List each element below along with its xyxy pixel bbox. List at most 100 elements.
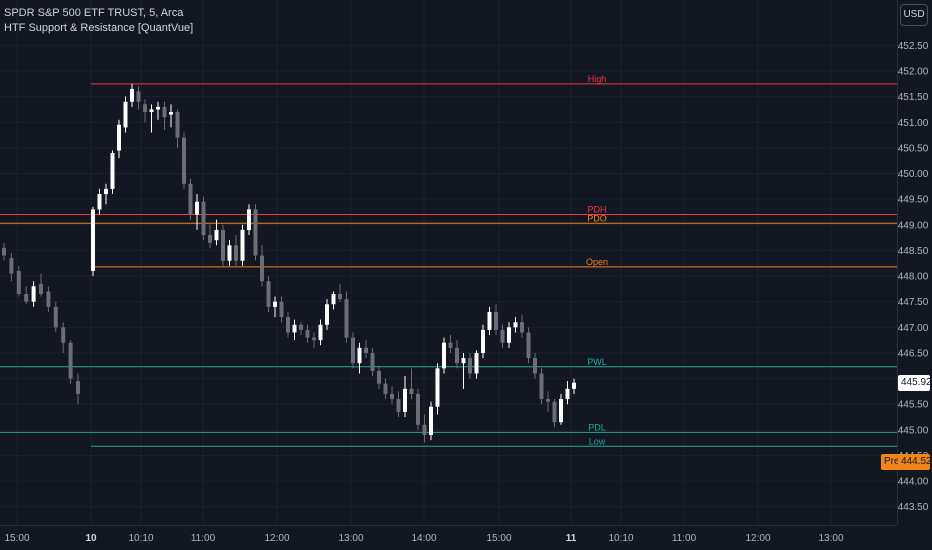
level-label-open: Open <box>586 257 608 267</box>
candle <box>53 301 58 333</box>
price-tick-label: 452.50 <box>898 41 929 52</box>
candle <box>130 83 134 107</box>
candle <box>364 340 368 359</box>
candle <box>162 101 167 130</box>
candle <box>39 273 43 297</box>
candle <box>539 368 544 405</box>
price-axis-border <box>897 0 898 525</box>
candle <box>24 286 29 305</box>
candle <box>253 204 258 261</box>
symbol-title[interactable]: SPDR S&P 500 ETF TRUST, 5, Arca <box>4 7 184 19</box>
time-tick-label: 14:00 <box>411 533 436 544</box>
candle <box>273 296 277 318</box>
candle <box>31 281 36 307</box>
candle <box>344 291 349 343</box>
candle <box>240 224 245 266</box>
currency-button[interactable]: USD <box>900 4 928 26</box>
candle <box>61 322 66 353</box>
time-tick-label: 11:00 <box>191 533 216 544</box>
candle <box>500 324 505 348</box>
candle <box>377 365 381 389</box>
candle <box>396 391 401 418</box>
time-tick-label: 15:00 <box>4 533 29 544</box>
candle <box>2 242 6 261</box>
candle <box>442 337 446 374</box>
price-tick-label: 452.00 <box>898 67 929 78</box>
candle <box>305 324 310 343</box>
premarket-tag: Pre <box>881 454 903 470</box>
candle <box>9 252 14 282</box>
candle <box>429 401 433 441</box>
candle <box>338 283 342 302</box>
price-tick-label: 450.00 <box>898 169 929 180</box>
candle <box>104 183 108 205</box>
candle <box>234 235 238 266</box>
candle <box>175 109 180 148</box>
candle <box>97 188 102 215</box>
time-tick-label: 10:10 <box>128 533 153 544</box>
candle <box>357 342 362 374</box>
price-tick-label: 449.50 <box>898 195 929 206</box>
candle <box>46 286 51 312</box>
candle <box>559 393 563 425</box>
price-tick-label: 447.50 <box>898 297 929 308</box>
candle <box>123 96 128 133</box>
candle <box>260 245 264 287</box>
candle <box>370 347 375 377</box>
candle <box>435 363 440 415</box>
candle <box>552 399 557 428</box>
price-tick-label: 444.00 <box>898 477 929 488</box>
candle <box>416 388 420 430</box>
candle <box>279 296 284 323</box>
price-tick-label: 448.50 <box>898 246 929 257</box>
level-label-pdo: PDO <box>587 213 607 223</box>
candle <box>76 373 80 405</box>
candle <box>572 378 576 394</box>
price-tick-label: 446.50 <box>898 348 929 359</box>
time-tick-label: 13:00 <box>338 533 363 544</box>
candle <box>299 322 303 336</box>
time-tick-label: 11 <box>566 533 577 544</box>
candle <box>91 206 95 277</box>
candles <box>2 83 576 443</box>
level-label-pwl: PWL <box>587 357 607 367</box>
candle <box>565 381 570 405</box>
level-label-pdl: PDL <box>588 422 606 432</box>
candle <box>68 340 73 384</box>
candle <box>208 224 212 248</box>
candle <box>481 324 485 359</box>
price-tick-label: 451.50 <box>898 92 929 103</box>
candle <box>292 319 297 341</box>
premarket-price-badge: 444.52 <box>898 454 932 470</box>
candle <box>448 335 453 353</box>
candle <box>214 219 219 246</box>
current-price-badge: 445.92 <box>898 375 932 391</box>
candle <box>169 104 173 128</box>
candle <box>325 299 329 330</box>
candle <box>351 332 355 369</box>
candle <box>266 276 271 312</box>
candle <box>487 306 492 336</box>
chart-grid <box>0 0 897 525</box>
candle <box>494 304 498 336</box>
candle <box>136 86 141 110</box>
candle <box>507 322 511 348</box>
level-label-high: High <box>588 74 607 84</box>
candle <box>390 386 394 405</box>
time-axis-border <box>0 525 897 526</box>
candle <box>247 204 251 236</box>
candle <box>201 196 206 241</box>
chart-legend: SPDR S&P 500 ETF TRUST, 5, Arca HTF Supp… <box>4 6 193 36</box>
price-tick-label: 451.00 <box>898 118 929 129</box>
candle <box>149 104 154 133</box>
price-tick-label: 447.00 <box>898 323 929 334</box>
candle <box>182 132 186 189</box>
time-tick-label: 13:00 <box>818 533 843 544</box>
candle <box>331 291 336 310</box>
candle <box>520 314 524 338</box>
indicator-title[interactable]: HTF Support & Resistance [QuantVue] <box>4 22 194 34</box>
price-tick-label: 450.50 <box>898 143 929 154</box>
price-tick-label: 445.50 <box>898 400 929 411</box>
price-tick-label: 443.50 <box>898 502 929 513</box>
